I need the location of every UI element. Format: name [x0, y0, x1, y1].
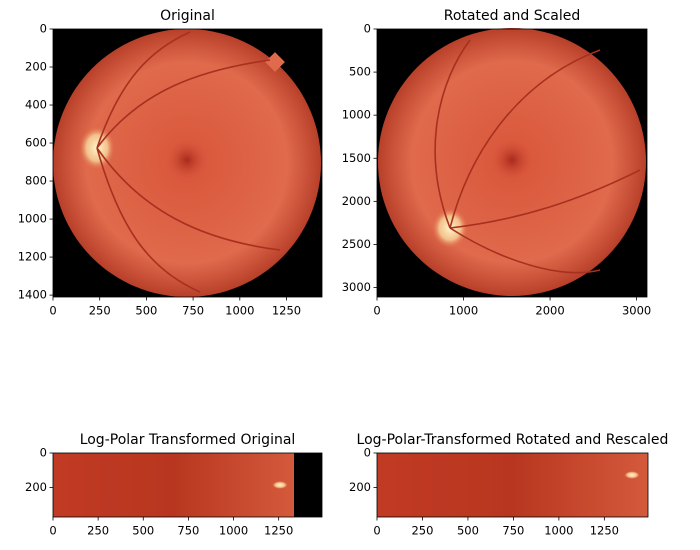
x-tick-label: 250	[89, 304, 111, 318]
y-tick-label: 0	[364, 446, 371, 460]
y-tick-label: 200	[25, 480, 47, 494]
x-tick-label: 250	[87, 524, 109, 538]
x-tick-label: 500	[135, 304, 157, 318]
subplot-title: Log-Polar-Transformed Rotated and Rescal…	[357, 432, 669, 448]
y-tick-label: 600	[25, 136, 47, 150]
y-tick-label: 400	[25, 98, 47, 112]
image-logpolar-rotated	[377, 453, 648, 517]
y-tick-label: 1400	[18, 288, 47, 302]
x-tick-label: 0	[373, 524, 380, 538]
image-original	[53, 29, 322, 297]
y-tick-label: 3000	[342, 280, 371, 294]
y-tick-label: 2000	[342, 194, 371, 208]
x-tick-label: 1000	[219, 524, 248, 538]
y-tick-label: 500	[349, 65, 371, 79]
image-logpolar-original	[53, 453, 322, 517]
y-tick-label: 0	[364, 22, 371, 36]
y-tick-label: 1000	[18, 212, 47, 226]
subplot-title: Log-Polar Transformed Original	[80, 432, 296, 448]
axes-frame	[376, 28, 648, 298]
x-tick-label: 1250	[264, 524, 293, 538]
x-tick-label: 750	[182, 304, 204, 318]
axes-frame	[52, 452, 323, 518]
x-tick-label: 2000	[535, 304, 564, 318]
subplot-title: Rotated and Scaled	[444, 8, 581, 24]
axes-frame	[376, 452, 649, 518]
x-tick-label: 1000	[544, 524, 573, 538]
x-tick-label: 250	[411, 524, 433, 538]
x-tick-label: 1250	[590, 524, 619, 538]
x-tick-label: 750	[502, 524, 524, 538]
y-tick-label: 1200	[18, 250, 47, 264]
x-tick-label: 0	[49, 524, 56, 538]
y-tick-label: 200	[25, 60, 47, 74]
y-tick-label: 800	[25, 174, 47, 188]
y-tick-label: 0	[40, 22, 47, 36]
x-tick-label: 1000	[449, 304, 478, 318]
y-tick-label: 1000	[342, 108, 371, 122]
x-tick-label: 500	[457, 524, 479, 538]
x-tick-label: 500	[132, 524, 154, 538]
x-tick-label: 1000	[225, 304, 254, 318]
x-tick-label: 3000	[622, 304, 651, 318]
y-tick-label: 2500	[342, 237, 371, 251]
x-tick-label: 0	[49, 304, 56, 318]
x-tick-label: 0	[373, 304, 380, 318]
y-tick-label: 1500	[342, 151, 371, 165]
image-rotated	[377, 28, 647, 297]
x-tick-label: 1250	[272, 304, 301, 318]
y-tick-label: 0	[40, 446, 47, 460]
axes-frame	[52, 28, 323, 298]
subplot-title: Original	[160, 8, 215, 24]
x-tick-label: 750	[177, 524, 199, 538]
y-tick-label: 200	[349, 480, 371, 494]
